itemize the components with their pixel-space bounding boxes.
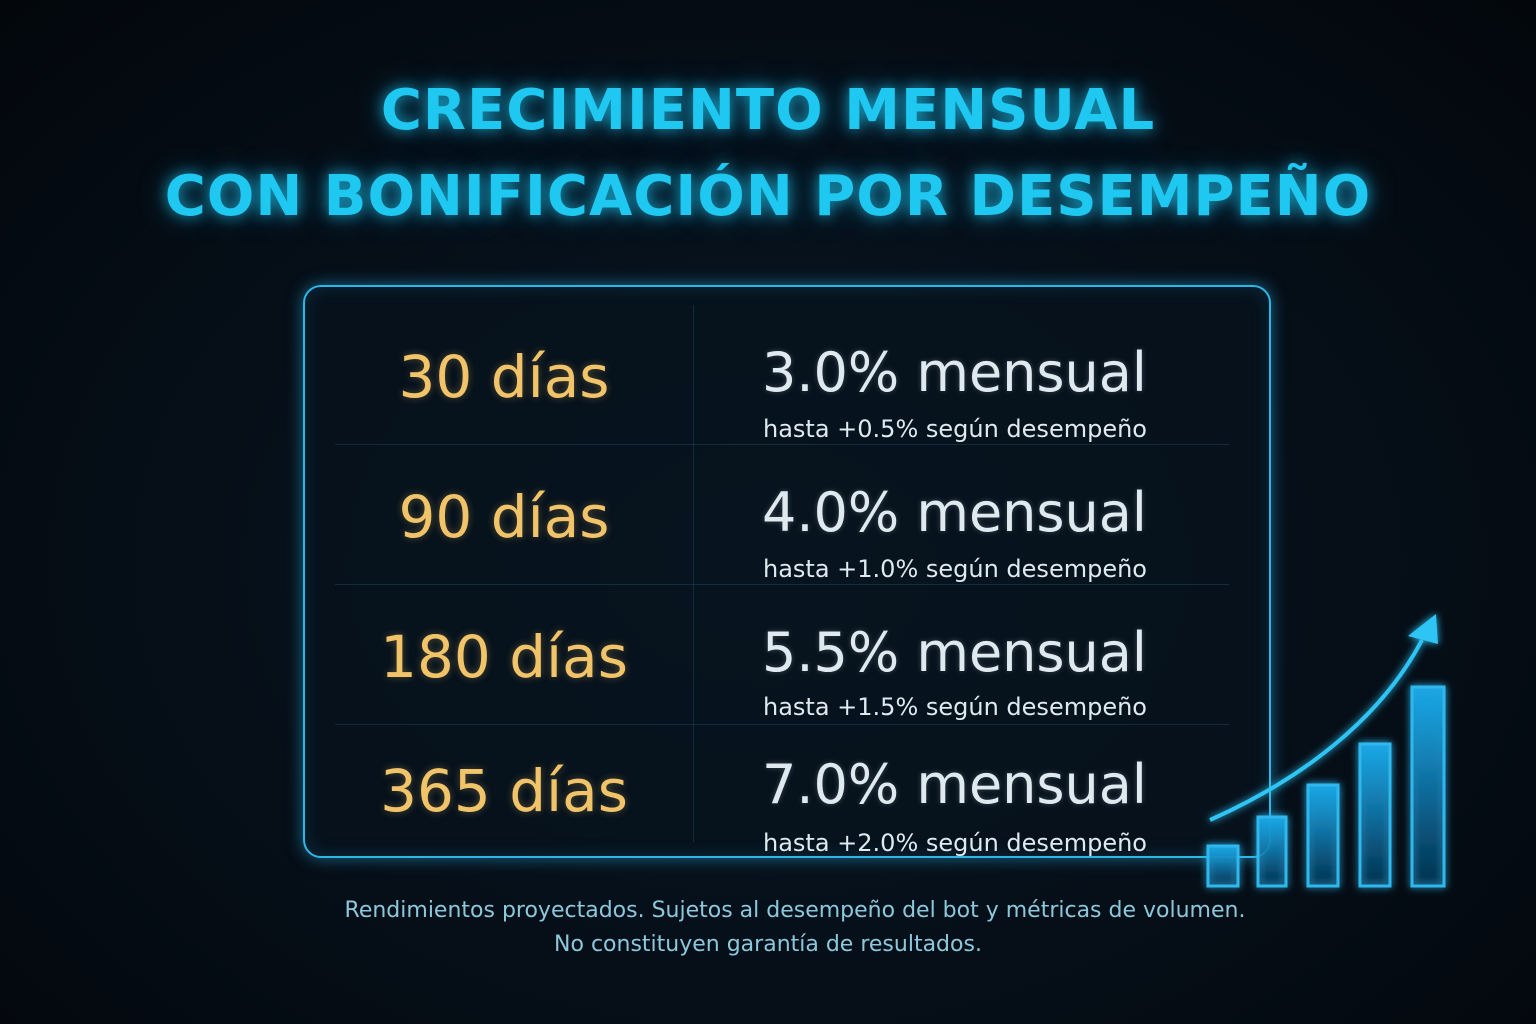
plan-bonus: hasta +2.0% según desempeño — [763, 829, 1147, 857]
plan-bonus: hasta +0.5% según desempeño — [763, 415, 1147, 443]
title-line-1: CRECIMIENTO MENSUAL — [380, 78, 1156, 143]
plans-panel: 30 días 3.0% mensual hasta +0.5% según d… — [303, 285, 1271, 858]
row-divider — [335, 584, 1229, 585]
disclaimer-line-2: No constituyen garantía de resultados. — [554, 932, 982, 957]
plan-rate: 3.0% mensual — [762, 341, 1147, 404]
plan-row-365: 365 días 7.0% mensual hasta +2.0% según … — [305, 723, 1269, 863]
plan-row-30: 30 días 3.0% mensual hasta +0.5% según d… — [305, 305, 1269, 445]
plan-duration: 90 días — [398, 483, 610, 551]
plan-duration: 180 días — [380, 623, 628, 691]
plan-duration: 365 días — [380, 757, 628, 825]
disclaimer-line-1: Rendimientos proyectados. Sujetos al des… — [344, 898, 1246, 923]
plan-bonus: hasta +1.0% según desempeño — [763, 555, 1147, 583]
row-divider — [335, 444, 1229, 445]
growth-chart-arrow-icon — [1206, 614, 1446, 888]
plan-rate: 7.0% mensual — [762, 753, 1147, 816]
plan-row-90: 90 días 4.0% mensual hasta +1.0% según d… — [305, 445, 1269, 585]
column-divider — [693, 305, 694, 842]
plan-bonus: hasta +1.5% según desempeño — [763, 693, 1147, 721]
plan-duration: 30 días — [398, 343, 610, 411]
plan-row-180: 180 días 5.5% mensual hasta +1.5% según … — [305, 585, 1269, 725]
row-divider — [335, 724, 1229, 725]
title-line-2: CON BONIFICACIÓN POR DESEMPEÑO — [164, 164, 1372, 229]
plan-rate: 5.5% mensual — [762, 621, 1147, 684]
plan-rate: 4.0% mensual — [762, 481, 1147, 544]
